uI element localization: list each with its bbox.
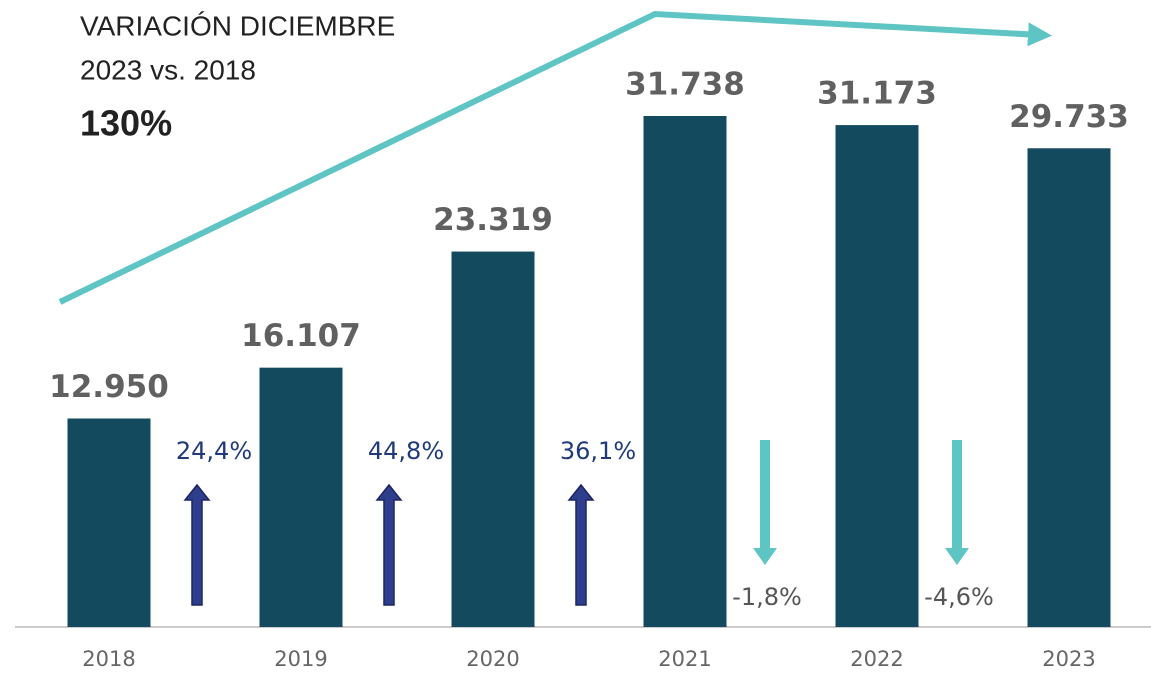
chart-title: VARIACIÓN DICIEMBRE: [80, 10, 395, 41]
up-arrow: [567, 483, 595, 606]
bar: [67, 418, 151, 627]
up-arrow: [183, 483, 211, 606]
change-label: 24,4%: [176, 437, 252, 465]
up-arrow: [375, 483, 403, 606]
value-label: 31.738: [625, 67, 745, 103]
value-label: 31.173: [817, 76, 937, 112]
value-label: 23.319: [433, 202, 553, 238]
down-arrow: [945, 440, 969, 565]
change-label: -4,6%: [924, 583, 994, 611]
annotation: 130%: [80, 103, 172, 144]
x-tick-label: 2018: [82, 647, 135, 671]
change-label: 44,8%: [368, 437, 444, 465]
change-label: 36,1%: [560, 437, 636, 465]
value-label: 12.950: [49, 369, 169, 405]
x-tick-label: 2023: [1042, 647, 1095, 671]
chart-subtitle: 2023 vs. 2018: [80, 54, 256, 85]
x-tick-label: 2019: [274, 647, 327, 671]
x-tick-label: 2021: [658, 647, 711, 671]
bar: [643, 116, 727, 627]
bar: [259, 367, 343, 627]
value-label: 29.733: [1009, 99, 1129, 135]
bar: [1027, 148, 1111, 627]
down-arrow: [753, 440, 777, 565]
x-tick-label: 2020: [466, 647, 519, 671]
bar: [835, 125, 919, 627]
bar: [451, 251, 535, 627]
value-label: 16.107: [241, 318, 361, 354]
change-label: -1,8%: [732, 583, 802, 611]
trend-line: [58, 10, 1052, 305]
x-tick-label: 2022: [850, 647, 903, 671]
